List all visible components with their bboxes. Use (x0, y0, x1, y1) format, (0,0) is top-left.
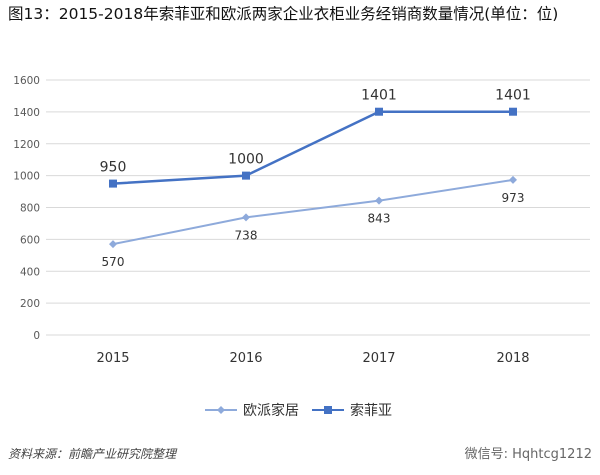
x-tick-label: 2016 (229, 351, 262, 366)
y-tick-label: 1400 (13, 107, 40, 119)
watermark-text: 微信号: Hqhtcg1212 (464, 447, 592, 462)
data-point (109, 179, 117, 188)
data-label: 843 (368, 212, 391, 226)
data-label: 1401 (495, 88, 531, 104)
data-point (375, 107, 383, 116)
data-label: 973 (502, 191, 525, 205)
y-tick-label: 600 (20, 234, 40, 246)
y-tick-label: 1600 (13, 75, 40, 87)
data-point (509, 175, 517, 184)
data-label: 950 (100, 160, 127, 176)
legend-marker (324, 406, 332, 414)
series-line (112, 110, 513, 185)
x-tick-label: 2017 (362, 351, 395, 366)
series-line (112, 178, 514, 246)
legend-marker (217, 406, 225, 414)
chart-title: 图13：2015-2018年索菲亚和欧派两家企业衣柜业务经销商数量情况(单位：位… (8, 5, 559, 23)
data-point (509, 107, 517, 116)
y-tick-label: 400 (20, 266, 40, 278)
data-label: 738 (235, 228, 258, 242)
data-point (375, 196, 383, 205)
x-tick-label: 2015 (96, 351, 129, 366)
y-tick-label: 0 (33, 330, 40, 342)
y-tick-label: 800 (20, 203, 40, 215)
data-label: 1000 (228, 152, 264, 168)
data-label: 570 (102, 255, 125, 269)
legend-label: 欧派家居 (243, 402, 299, 419)
y-tick-label: 1000 (13, 171, 40, 183)
data-label: 1401 (361, 88, 397, 104)
legend-label: 索菲亚 (350, 402, 392, 419)
data-point (242, 171, 250, 180)
y-tick-label: 1200 (13, 139, 40, 151)
y-tick-label: 200 (20, 298, 40, 310)
data-point (109, 240, 117, 249)
x-tick-label: 2018 (496, 351, 529, 366)
data-point (242, 213, 250, 222)
source-note: 资料来源：前瞻产业研究院整理 (8, 447, 177, 461)
